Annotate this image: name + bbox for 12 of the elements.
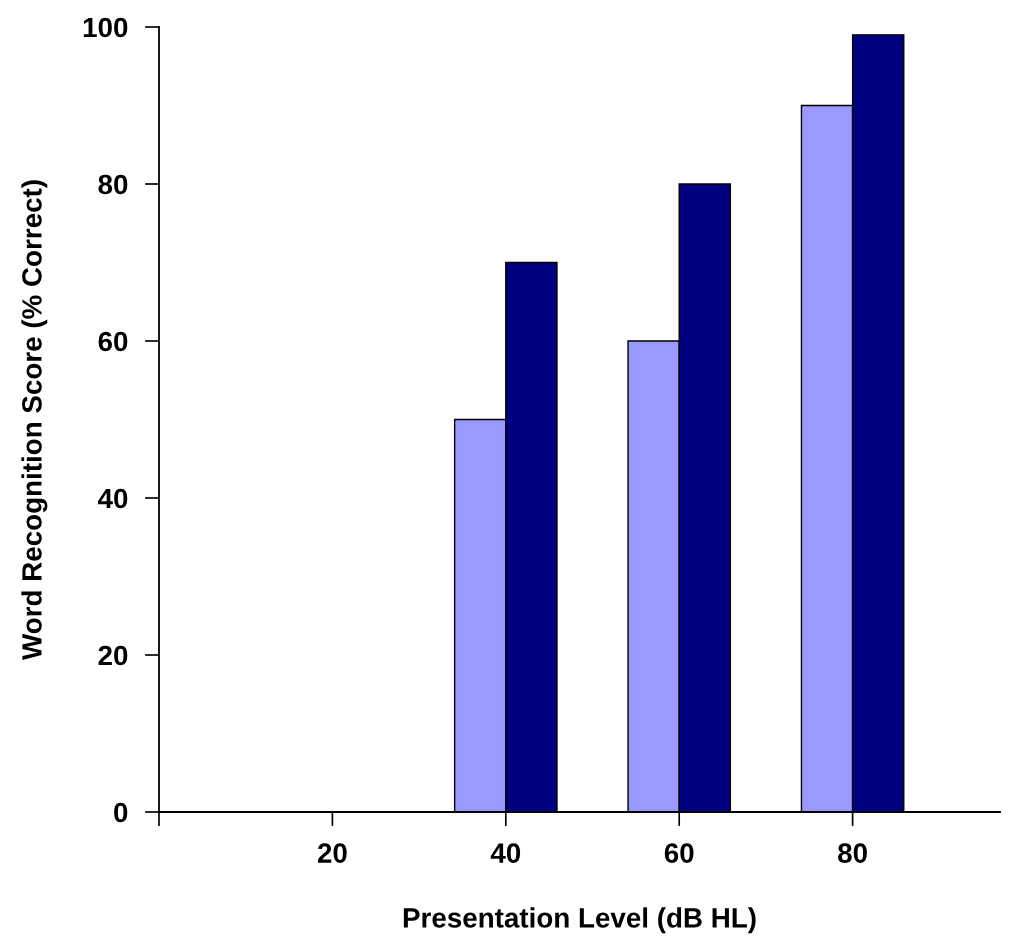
y-tick-label: 20: [98, 645, 128, 666]
y-axis-title: Word Recognition Score (% Correct): [21, 180, 48, 660]
y-tick-label: 60: [98, 331, 128, 352]
x-tick-label: 60: [664, 843, 694, 863]
y-tick-label: 80: [98, 174, 128, 195]
y-tick-label: 40: [97, 488, 128, 509]
x-tick-label: 80: [838, 843, 867, 863]
y-tick-label: 100: [83, 17, 128, 38]
y-tick-label: 0: [114, 802, 128, 823]
x-tick-label: 20: [317, 843, 347, 863]
x-tick-label: 40: [490, 843, 521, 863]
x-axis-title: Presentation Level (dB HL): [403, 907, 756, 934]
